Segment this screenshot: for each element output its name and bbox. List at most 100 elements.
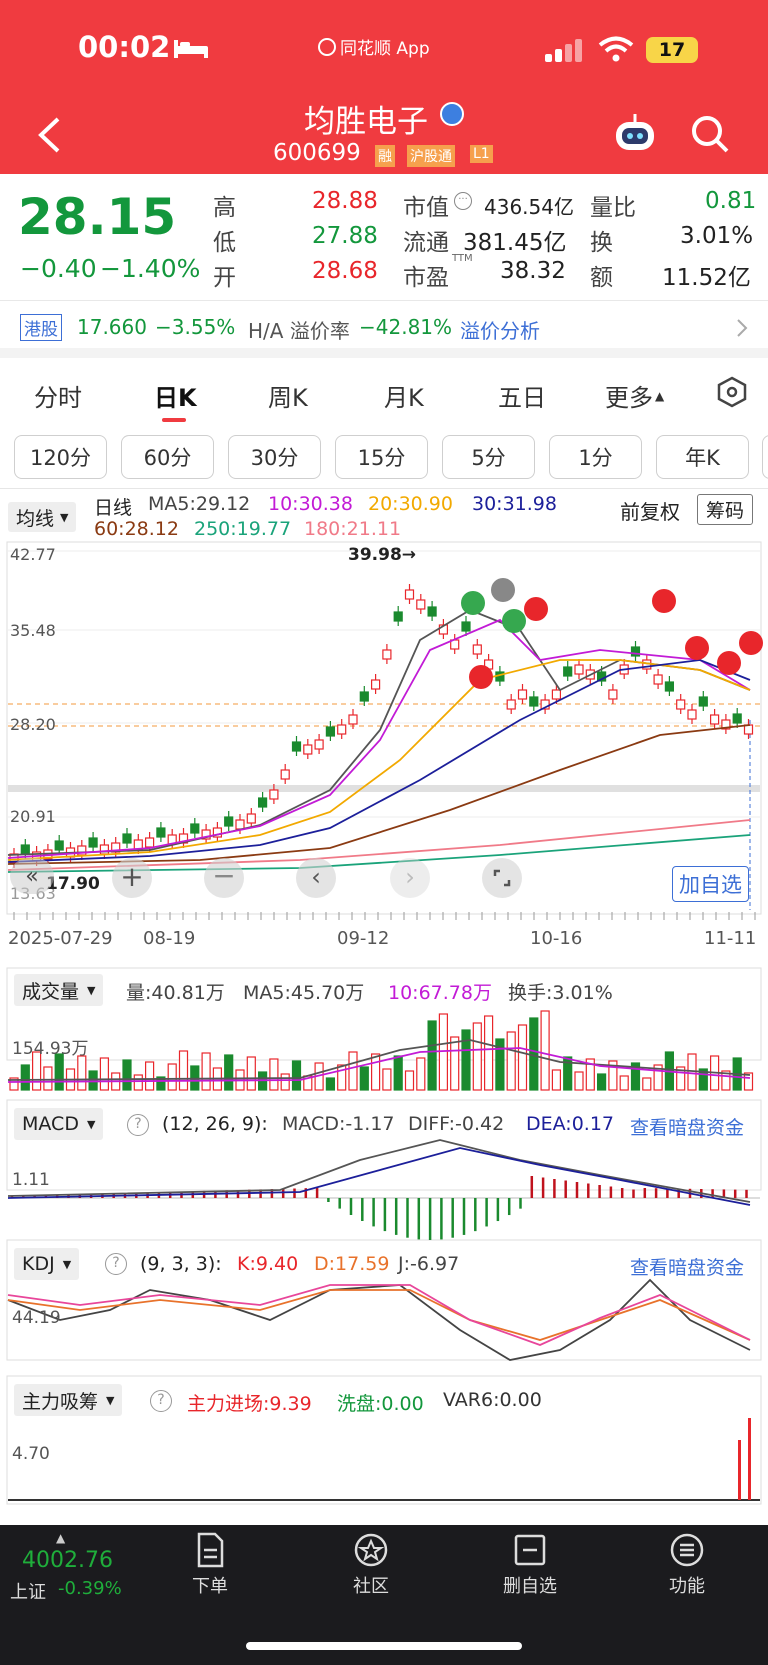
- candle-body: [258, 797, 268, 808]
- period-120min[interactable]: 120分: [14, 435, 107, 479]
- pe-value: 38.32: [500, 258, 566, 284]
- kdj-j: J:-6.97: [398, 1253, 460, 1275]
- candle-body: [664, 681, 675, 692]
- volume-bar: [111, 1072, 121, 1091]
- volume-bar: [596, 1073, 607, 1091]
- volume-bar: [190, 1065, 200, 1091]
- kdj-dark-pool-link[interactable]: 查看暗盘资金: [630, 1257, 745, 1279]
- support-band: [8, 785, 760, 792]
- volume-bar: [540, 1010, 550, 1091]
- scroll-right-icon[interactable]: ›: [390, 858, 430, 898]
- index-value[interactable]: 4002.76: [22, 1548, 113, 1573]
- signal-badge: [491, 578, 515, 602]
- float-label: 流通: [403, 230, 449, 256]
- zl-bar: [738, 1440, 741, 1500]
- volume-bar: [246, 1056, 256, 1091]
- volume-bar: [506, 1031, 516, 1091]
- volume-bar: [653, 1064, 663, 1091]
- scroll-left-icon[interactable]: ‹: [296, 858, 336, 898]
- volume-bar: [563, 1056, 573, 1091]
- period-more-pill[interactable]: [762, 435, 768, 479]
- period-year-k[interactable]: 年K: [656, 435, 749, 479]
- volume-bar: [743, 1072, 754, 1091]
- nav-remove-watchlist[interactable]: 删自选: [500, 1532, 560, 1598]
- candle-body: [325, 726, 335, 737]
- add-watchlist-button[interactable]: 加自选: [672, 866, 749, 902]
- period-30min[interactable]: 30分: [228, 435, 321, 479]
- volume-bar: [404, 1070, 415, 1091]
- macd-help-icon[interactable]: ?: [127, 1114, 149, 1136]
- tab-monthly-k[interactable]: 月K: [384, 384, 424, 412]
- macd-dark-pool-link[interactable]: 查看暗盘资金: [630, 1117, 745, 1139]
- tab-daily-k[interactable]: 日K: [154, 384, 197, 412]
- tab-more[interactable]: 更多 ▲: [605, 384, 665, 412]
- robot-assistant-icon[interactable]: [612, 112, 658, 158]
- chips-button[interactable]: 筹码: [697, 494, 754, 525]
- period-15min[interactable]: 15分: [335, 435, 428, 479]
- pane-frame: [6, 541, 762, 915]
- candle-body: [472, 644, 482, 655]
- index-trend-icon: ▲: [56, 1531, 66, 1545]
- stock-code: 600699: [273, 140, 361, 166]
- volume-bar: [65, 1068, 76, 1091]
- ma5-line: [7, 608, 751, 856]
- settings-hexagon-icon[interactable]: [716, 376, 748, 412]
- date-axis-start: 2025-07-29: [8, 928, 113, 949]
- candle-body: [212, 827, 222, 838]
- period-5min[interactable]: 5分: [442, 435, 535, 479]
- kdj-help-icon[interactable]: ?: [105, 1253, 127, 1275]
- candle-body: [619, 664, 629, 675]
- source-app-label[interactable]: 同花顺 App: [318, 34, 430, 59]
- volume-indicator-select[interactable]: 成交量 ▼: [14, 974, 104, 1006]
- period-60min[interactable]: 60分: [121, 435, 214, 479]
- adjust-mode-label[interactable]: 前复权: [620, 500, 680, 524]
- search-icon[interactable]: [690, 114, 730, 158]
- candle-body: [721, 719, 731, 730]
- zl-help-icon[interactable]: ?: [150, 1390, 172, 1412]
- volume-bar: [201, 1052, 211, 1091]
- remove-watchlist-icon: [514, 1534, 546, 1566]
- zoom-out-icon[interactable]: −: [204, 858, 244, 898]
- macd-indicator-select[interactable]: MACD ▼: [14, 1108, 104, 1140]
- period-1min[interactable]: 1分: [549, 435, 642, 479]
- home-indicator[interactable]: [246, 1642, 522, 1650]
- nav-community[interactable]: 社区: [341, 1532, 401, 1598]
- volume-bar: [438, 1013, 448, 1091]
- mcap-info-icon[interactable]: ···: [454, 192, 472, 210]
- tab-five-day[interactable]: 五日: [498, 384, 546, 412]
- candle-body: [506, 699, 516, 710]
- tab-active-indicator: [162, 418, 186, 422]
- volume-bar: [416, 1057, 426, 1091]
- fullscreen-icon[interactable]: [482, 858, 522, 898]
- ma-indicator-select[interactable]: 均线 ▼: [8, 502, 77, 532]
- volume-bar: [517, 1024, 528, 1091]
- candle-body: [382, 649, 392, 660]
- candle-body: [178, 833, 189, 844]
- nav-functions[interactable]: 功能: [657, 1532, 717, 1598]
- zl-indicator-select[interactable]: 主力吸筹 ▼: [14, 1384, 123, 1416]
- candle-body: [653, 674, 663, 685]
- signal-icon: [545, 38, 585, 66]
- tab-intraday[interactable]: 分时: [34, 384, 82, 412]
- premium-analysis-link[interactable]: 溢价分析: [460, 319, 540, 343]
- legend-ma10: 10:30.38: [268, 493, 353, 515]
- candle-body: [371, 679, 381, 690]
- nav-order[interactable]: 下单: [180, 1532, 240, 1598]
- vol-ma10-line: [7, 1047, 751, 1083]
- kdj-indicator-select[interactable]: KDJ ▼: [14, 1248, 80, 1280]
- candle-body: [450, 639, 460, 650]
- divider: [0, 348, 768, 358]
- chevron-right-icon[interactable]: [736, 318, 748, 342]
- volume-bar: [450, 1036, 460, 1091]
- tab-weekly-k[interactable]: 周K: [268, 384, 308, 412]
- candle-body: [99, 844, 110, 855]
- candle-body: [291, 741, 302, 752]
- zoom-in-icon[interactable]: +: [112, 858, 152, 898]
- back-icon[interactable]: [36, 116, 62, 158]
- candle-body: [111, 842, 121, 853]
- candle-body: [303, 744, 313, 755]
- candle-body: [122, 833, 132, 844]
- collapse-left-icon[interactable]: «: [10, 858, 54, 894]
- volume-bar: [484, 1015, 494, 1091]
- volume-bar: [54, 1053, 64, 1091]
